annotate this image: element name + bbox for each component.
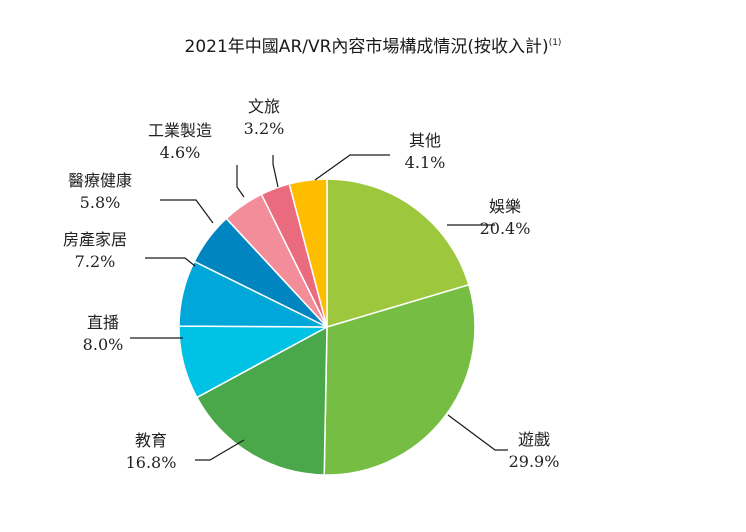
slice-label-real-estate-home: 房產家居 bbox=[63, 230, 127, 249]
slice-value-culture-tourism: 3.2% bbox=[244, 119, 285, 138]
leader-line-gaming bbox=[447, 414, 508, 451]
chart-title: 2021年中國AR/VR內容市場構成情況(按收入計)(1) bbox=[185, 37, 562, 57]
slice-value-live-streaming: 8.0% bbox=[83, 335, 124, 354]
slice-value-education: 16.8% bbox=[126, 453, 177, 472]
slice-label-culture-tourism: 文旅 bbox=[248, 97, 280, 116]
slice-value-entertainment: 20.4% bbox=[480, 219, 531, 238]
slice-label-education: 教育 bbox=[135, 431, 167, 450]
slice-label-live-streaming: 直播 bbox=[87, 313, 119, 332]
slice-label-industrial-manufacturing: 工業製造 bbox=[148, 121, 212, 140]
pie-slices bbox=[178, 178, 476, 476]
leader-line-education bbox=[195, 439, 245, 461]
leader-line-real-estate-home bbox=[145, 257, 196, 267]
slice-label-other: 其他 bbox=[409, 131, 441, 150]
slice-labels: 娛樂 20.4% 遊戲 29.9% 教育 16.8% 直播 8.0% 房產家居 7.2% 醫療健康 5… bbox=[63, 97, 559, 472]
leader-line-industrial-manufacturing bbox=[236, 165, 245, 198]
slice-label-healthcare: 醫療健康 bbox=[68, 171, 132, 190]
slice-education bbox=[195, 325, 328, 476]
leader-line-other bbox=[314, 154, 390, 181]
slice-label-gaming: 遊戲 bbox=[518, 430, 550, 449]
slice-value-healthcare: 5.8% bbox=[80, 193, 121, 212]
chart-title-footnote: (1) bbox=[549, 38, 562, 48]
leader-lines bbox=[130, 154, 508, 461]
slice-other bbox=[288, 178, 328, 328]
leader-line-healthcare bbox=[160, 199, 214, 224]
chart-title-main: 2021年中國AR/VR內容市場構成情況(按收入計) bbox=[185, 37, 549, 57]
slice-value-real-estate-home: 7.2% bbox=[75, 252, 116, 271]
slice-value-industrial-manufacturing: 4.6% bbox=[160, 143, 201, 162]
slice-entertainment bbox=[326, 178, 470, 329]
slice-value-other: 4.1% bbox=[405, 153, 446, 172]
slice-value-gaming: 29.9% bbox=[509, 452, 560, 471]
leader-line-culture-tourism bbox=[272, 155, 279, 188]
slice-gaming bbox=[323, 283, 476, 476]
slice-label-entertainment: 娛樂 bbox=[489, 197, 521, 216]
